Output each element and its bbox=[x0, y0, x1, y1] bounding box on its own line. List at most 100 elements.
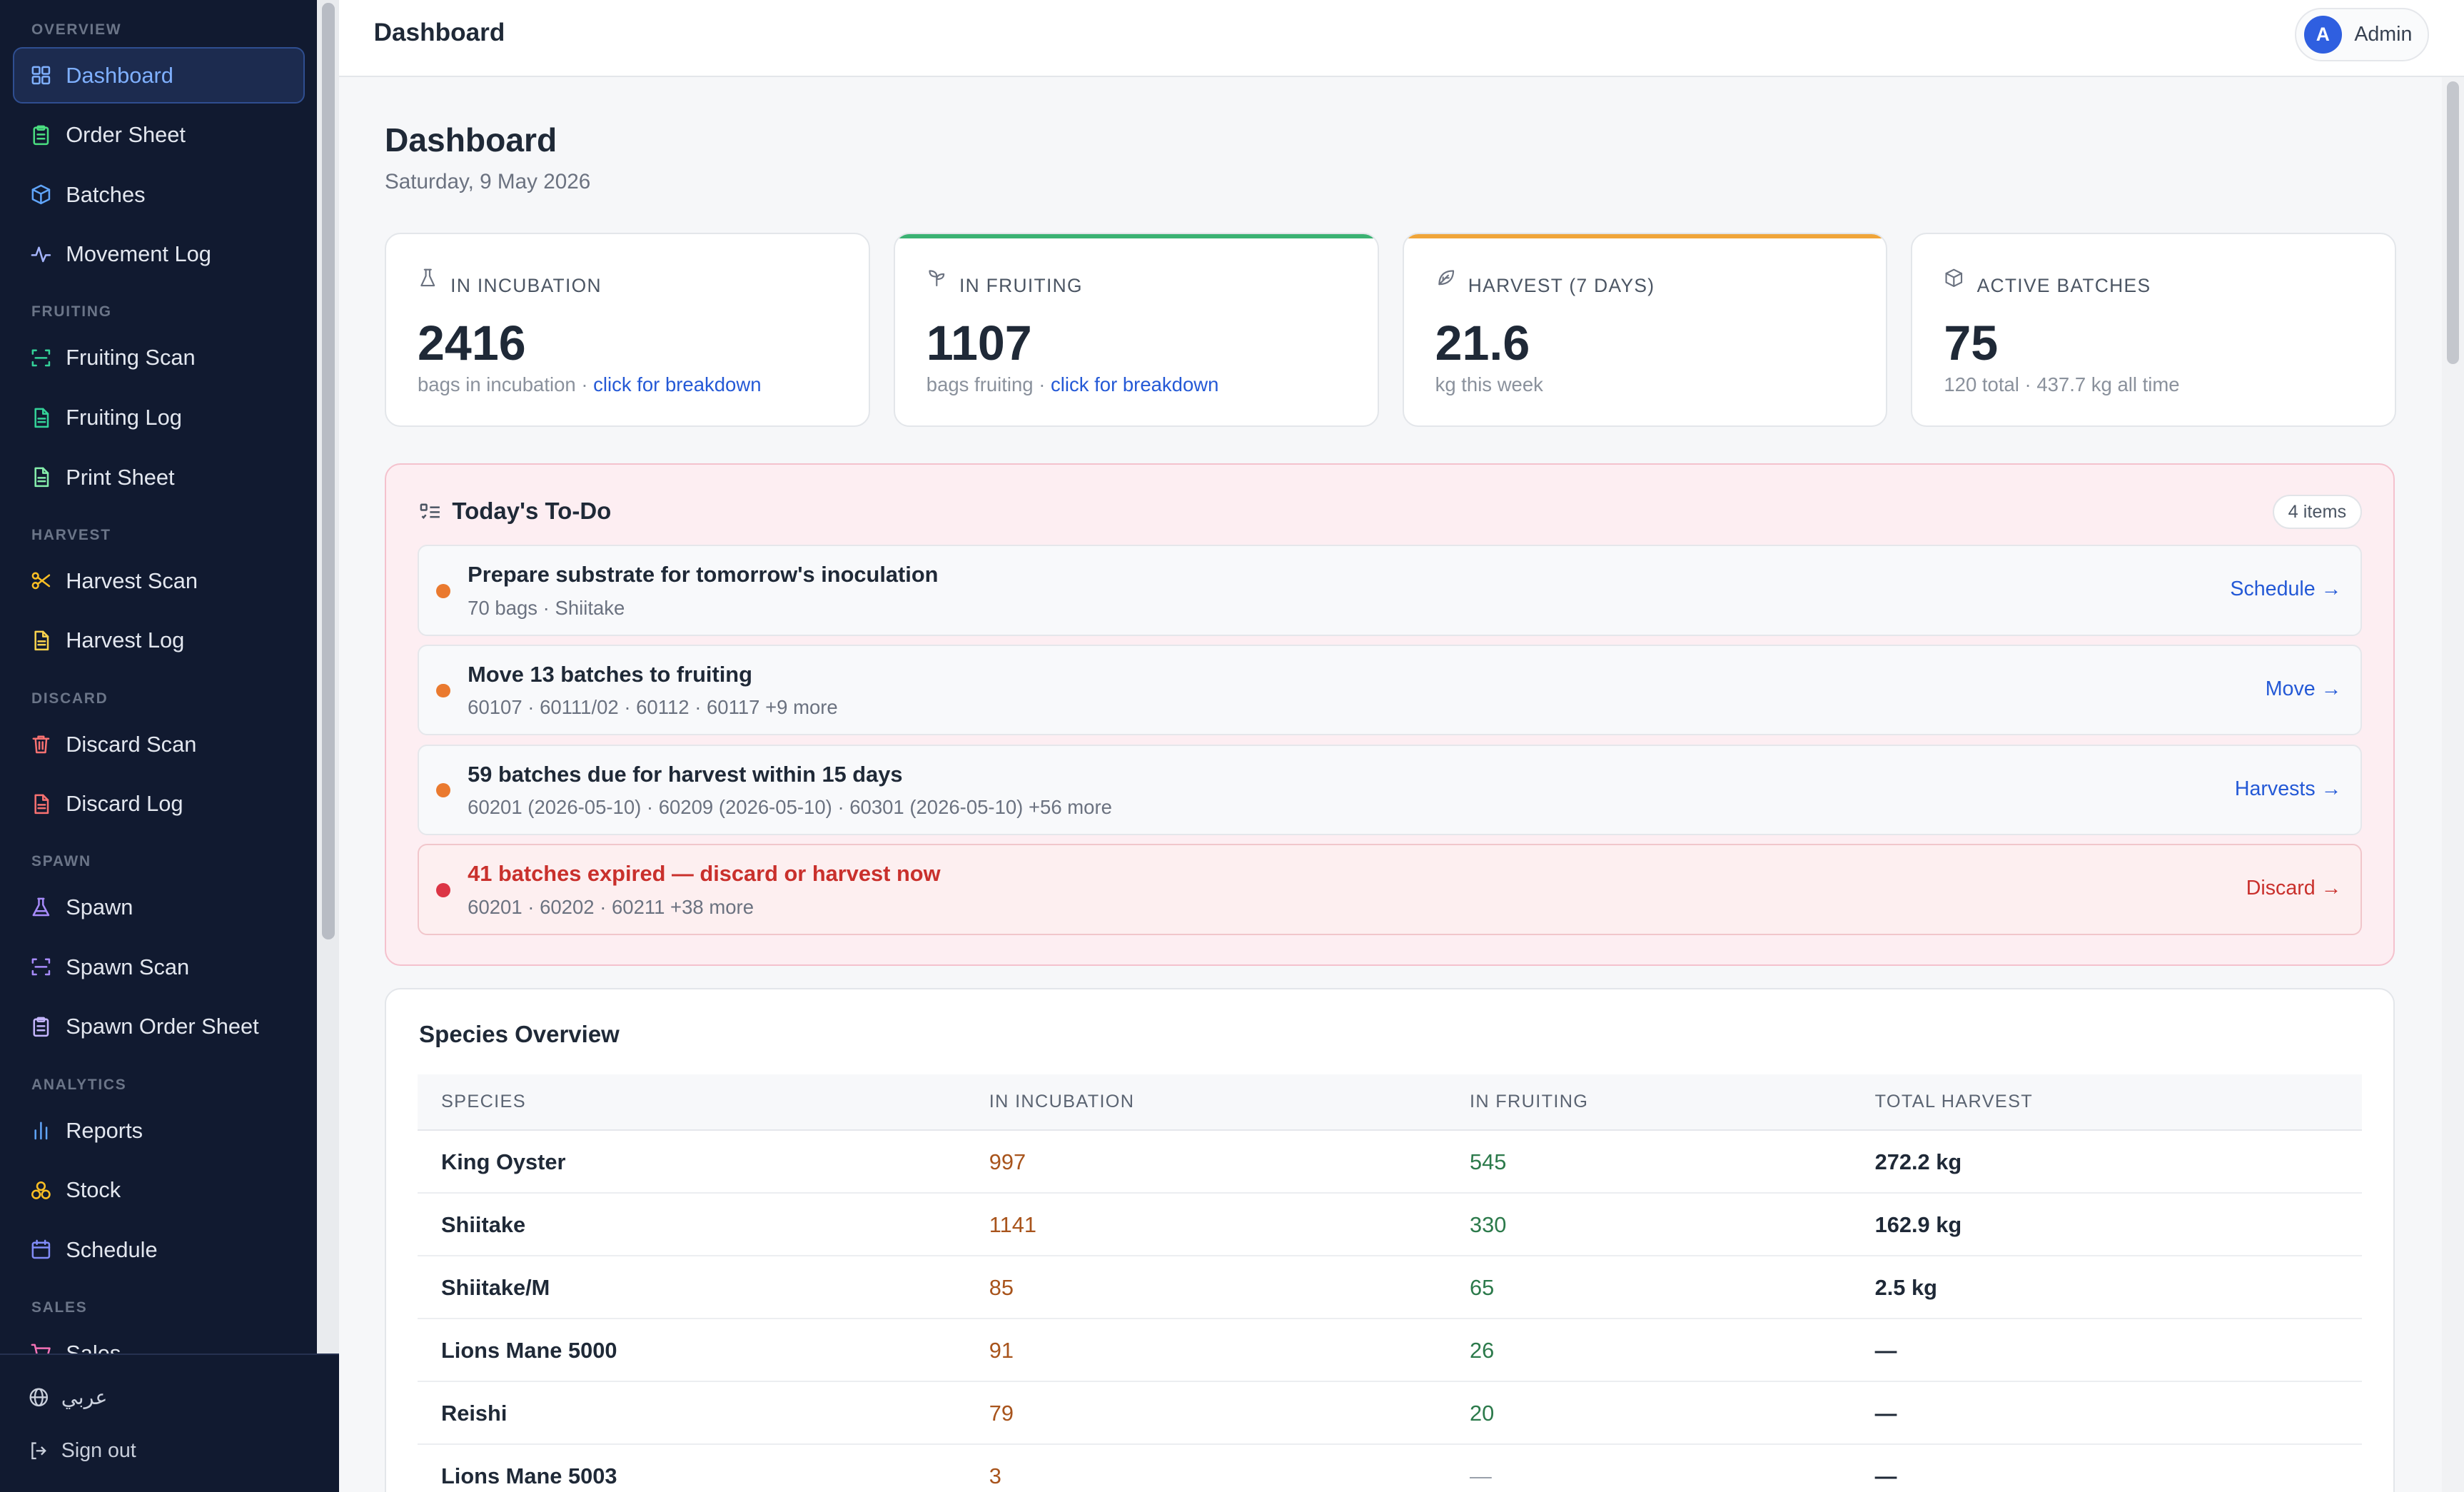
sidebar-item-schedule[interactable]: Schedule bbox=[13, 1221, 305, 1278]
stat-subtitle-text: kg this week bbox=[1435, 373, 1543, 396]
table-row[interactable]: Reishi 79 20 — bbox=[417, 1382, 2362, 1445]
stat-subtitle: bags fruiting · click for breakdown bbox=[926, 373, 1219, 396]
sign-out-button[interactable]: Sign out bbox=[0, 1424, 339, 1478]
clipboard-icon bbox=[33, 1017, 49, 1037]
sidebar-item-harvest-scan[interactable]: Harvest Scan bbox=[13, 553, 305, 609]
stock-icon bbox=[31, 1181, 51, 1199]
sidebar-item-spawn[interactable]: Spawn bbox=[13, 879, 305, 936]
stat-subtitle-text: bags fruiting · bbox=[926, 373, 1051, 396]
stat-card[interactable]: HARVEST (7 DAYS) 21.6 kg this week bbox=[1402, 232, 1888, 428]
species-name: Lions Mane 5000 bbox=[440, 1338, 617, 1364]
stat-card[interactable]: ACTIVE BATCHES 75 120 total · 437.7 kg all… bbox=[1911, 232, 2397, 428]
stat-label: IN FRUITING bbox=[926, 270, 1083, 297]
incubation-count: 1141 bbox=[989, 1212, 1037, 1238]
todo-item[interactable]: 59 batches due for harvest within 15 day… bbox=[417, 744, 2362, 836]
species-name: Shiitake/M bbox=[440, 1275, 550, 1301]
sidebar-item-movement-log[interactable]: Movement Log bbox=[13, 226, 305, 283]
table-row[interactable]: Lions Mane 5000 91 26 — bbox=[417, 1319, 2362, 1382]
table-row[interactable]: King Oyster 997 545 272.2 kg bbox=[417, 1131, 2362, 1194]
logout-icon bbox=[31, 1442, 46, 1460]
breakdown-link[interactable]: click for breakdown bbox=[593, 373, 762, 396]
todo-action-link[interactable]: Discard → bbox=[2246, 877, 2342, 900]
language-switch[interactable]: عربي bbox=[0, 1371, 339, 1424]
todo-item[interactable]: Prepare substrate for tomorrow's inocula… bbox=[417, 545, 2362, 636]
sidebar-item-spawn-scan[interactable]: Spawn Scan bbox=[13, 939, 305, 995]
file-icon bbox=[30, 630, 52, 652]
table-row[interactable]: Shiitake 1141 330 162.9 kg bbox=[417, 1194, 2362, 1256]
species-title: Species Overview bbox=[419, 1020, 620, 1047]
todo-item[interactable]: 41 batches expired — discard or harvest … bbox=[417, 844, 2362, 935]
status-dot bbox=[436, 683, 450, 698]
incubation-count: 91 bbox=[989, 1338, 1014, 1364]
todo-item-title: 59 batches due for harvest within 15 day… bbox=[468, 761, 903, 787]
stat-card[interactable]: IN FRUITING 1107 bags fruiting · click for… bbox=[893, 232, 1379, 428]
file-icon bbox=[34, 630, 49, 651]
todo-item[interactable]: Move 13 batches to fruiting 60107 · 60111… bbox=[417, 644, 2362, 736]
fruiting-count: 330 bbox=[1469, 1212, 1507, 1238]
sidebar-item-label: Spawn Order Sheet bbox=[66, 1014, 259, 1039]
sidebar-item-label: Spawn bbox=[66, 894, 133, 920]
sidebar-item-sales[interactable]: Sales bbox=[13, 1325, 305, 1354]
incubation-count: 85 bbox=[989, 1275, 1014, 1301]
stat-subtitle-text: bags in incubation · bbox=[417, 373, 594, 396]
sidebar-item-fruiting-log[interactable]: Fruiting Log bbox=[13, 389, 305, 445]
todo-action-link[interactable]: Harvests → bbox=[2234, 777, 2342, 800]
sidebar-item-label: Movement Log bbox=[66, 241, 211, 267]
todo-action-link[interactable]: Schedule → bbox=[2230, 578, 2342, 601]
stat-value: 21.6 bbox=[1435, 316, 1530, 371]
table-row[interactable]: Lions Mane 5003 3 — — bbox=[418, 1445, 2362, 1492]
status-dot bbox=[436, 583, 450, 598]
bar-chart-icon bbox=[34, 1121, 47, 1140]
file-icon bbox=[34, 794, 49, 814]
stat-label-text: IN FRUITING bbox=[959, 274, 1083, 296]
species-name: Shiitake bbox=[440, 1212, 526, 1238]
sidebar-section-label: SALES bbox=[31, 1299, 88, 1316]
main-scrollbar-thumb[interactable] bbox=[2446, 81, 2460, 365]
stat-value: 75 bbox=[1944, 316, 1999, 371]
fruiting-count: 65 bbox=[1469, 1275, 1495, 1301]
stat-subtitle: 120 total · 437.7 kg all time bbox=[1944, 373, 2179, 396]
species-overview: Species Overview SPECIES IN INCUBATION I… bbox=[384, 987, 2395, 1492]
trash-icon bbox=[32, 735, 49, 754]
stat-card[interactable]: IN INCUBATION 2416 bags in incubation · cl… bbox=[384, 232, 870, 428]
total-harvest: 162.9 kg bbox=[1874, 1212, 1962, 1238]
todo-action-link[interactable]: Move → bbox=[2265, 677, 2342, 700]
calendar-icon bbox=[31, 1239, 50, 1259]
dashboard-icon bbox=[30, 64, 52, 86]
flask-icon bbox=[32, 897, 49, 917]
column-header[interactable]: SPECIES bbox=[440, 1091, 526, 1112]
leaf-icon bbox=[1438, 270, 1454, 286]
sidebar-item-discard-scan[interactable]: Discard Scan bbox=[13, 716, 305, 772]
sidebar-item-fruiting-scan[interactable]: Fruiting Scan bbox=[13, 330, 305, 386]
sidebar-item-stock[interactable]: Stock bbox=[13, 1162, 305, 1219]
sidebar-scrollbar-thumb[interactable] bbox=[322, 3, 335, 939]
sidebar-item-order-sheet[interactable]: Order Sheet bbox=[13, 107, 305, 163]
sidebar-footer: عربي Sign out bbox=[0, 1354, 340, 1492]
column-header[interactable]: IN INCUBATION bbox=[989, 1091, 1135, 1112]
stat-subtitle: bags in incubation · click for breakdown bbox=[418, 373, 762, 396]
sidebar-section-label: FRUITING bbox=[31, 303, 112, 321]
column-header[interactable]: TOTAL HARVEST bbox=[1874, 1091, 2034, 1112]
sidebar-item-dashboard[interactable]: Dashboard bbox=[12, 46, 305, 104]
language-label: عربي bbox=[61, 1386, 108, 1410]
table-row[interactable]: Shiitake/M 85 65 2.5 kg bbox=[417, 1256, 2362, 1319]
sidebar-item-batches[interactable]: Batches bbox=[13, 166, 305, 223]
column-header[interactable]: IN FRUITING bbox=[1469, 1091, 1589, 1112]
stat-label: IN INCUBATION bbox=[418, 268, 602, 297]
sidebar-item-print-sheet[interactable]: Print Sheet bbox=[13, 449, 305, 505]
user-name: Admin bbox=[2354, 22, 2413, 46]
stat-subtitle-text: 120 total · 437.7 kg all time bbox=[1944, 373, 2180, 396]
scan-icon bbox=[30, 956, 52, 978]
total-harvest: — bbox=[1874, 1338, 1897, 1364]
dashboard-icon bbox=[31, 66, 50, 85]
status-dot bbox=[436, 883, 450, 897]
todo-item-detail: 60201 · 60202 · 60211 +38 more bbox=[468, 895, 754, 918]
user-menu[interactable]: A Admin bbox=[2294, 8, 2430, 61]
breakdown-link[interactable]: click for breakdown bbox=[1051, 373, 1219, 396]
sidebar-item-reports[interactable]: Reports bbox=[13, 1102, 305, 1159]
sidebar-item-spawn-order-sheet[interactable]: Spawn Order Sheet bbox=[13, 999, 305, 1055]
fruiting-count: 545 bbox=[1469, 1149, 1507, 1175]
sidebar-item-discard-log[interactable]: Discard Log bbox=[13, 776, 305, 832]
sidebar-item-harvest-log[interactable]: Harvest Log bbox=[13, 613, 305, 669]
fruiting-count: 20 bbox=[1469, 1401, 1495, 1426]
